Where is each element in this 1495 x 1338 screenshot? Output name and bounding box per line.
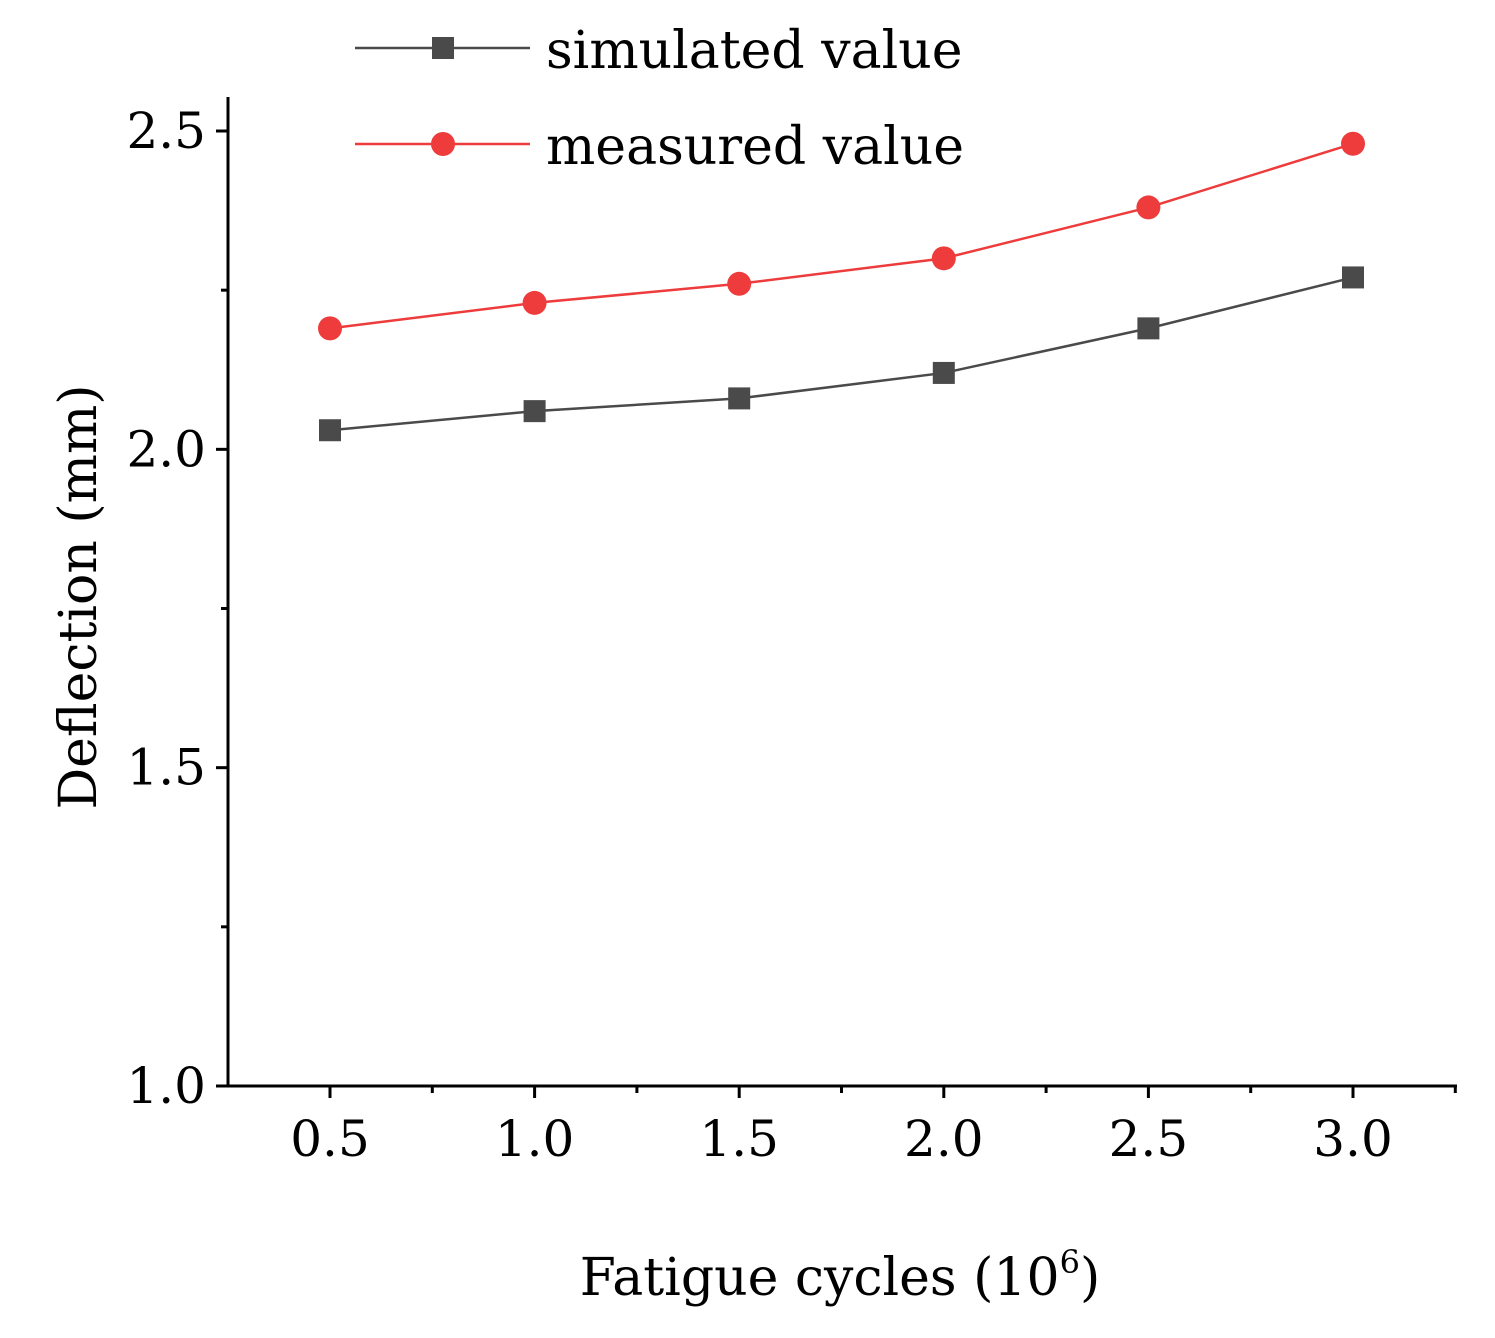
y-tick-label: 2.0	[126, 420, 206, 478]
y-axis-title: Deflection (mm)	[49, 384, 109, 809]
legend-label: measured value	[546, 117, 964, 177]
x-tick-label: 2.0	[904, 1110, 984, 1168]
data-point	[932, 361, 955, 384]
data-point	[727, 271, 752, 296]
data-point	[318, 316, 342, 341]
x-tick-label: 0.5	[290, 1110, 370, 1168]
data-point	[1341, 131, 1365, 156]
data-point	[931, 246, 956, 271]
y-tick-label: 1.0	[126, 1057, 206, 1115]
axes	[226, 97, 1457, 1088]
x-tick-label: 1.5	[699, 1110, 779, 1168]
y-tick-label: 2.5	[126, 102, 206, 160]
legend-item: measured value	[355, 117, 964, 177]
data-point	[1342, 266, 1364, 289]
legend-item: simulated value	[355, 21, 963, 81]
legend-marker	[432, 37, 454, 59]
data-point	[1137, 317, 1160, 340]
data-point	[522, 290, 547, 315]
series-measured	[318, 131, 1365, 341]
plot-area	[318, 131, 1365, 442]
data-point	[728, 387, 751, 410]
x-axis-title-exponent: 6	[1060, 1243, 1080, 1281]
legend: simulated value measured value	[355, 21, 964, 177]
x-tick-label: 1.0	[495, 1110, 575, 1168]
series-simulated	[319, 266, 1364, 442]
x-axis-title: Fatigue cycles (106)	[580, 1243, 1101, 1308]
x-axis-title-close: )	[1080, 1248, 1100, 1308]
data-point	[319, 419, 341, 442]
x-tick-label: 2.5	[1109, 1110, 1189, 1168]
data-point	[523, 400, 546, 423]
series-line	[329, 276, 1354, 432]
data-point	[1136, 195, 1161, 220]
y-tick-label: 1.5	[126, 739, 206, 797]
ticks: 1.0 1.5 2.0 2.5 0.5 1.0 1.5 2.0 2.5 3.0	[126, 102, 1457, 1168]
x-tick-label: 3.0	[1313, 1110, 1393, 1168]
legend-marker	[431, 132, 455, 156]
legend-label: simulated value	[546, 21, 963, 81]
x-axis-title-main: Fatigue cycles (10	[580, 1248, 1060, 1308]
series-line	[329, 142, 1354, 330]
